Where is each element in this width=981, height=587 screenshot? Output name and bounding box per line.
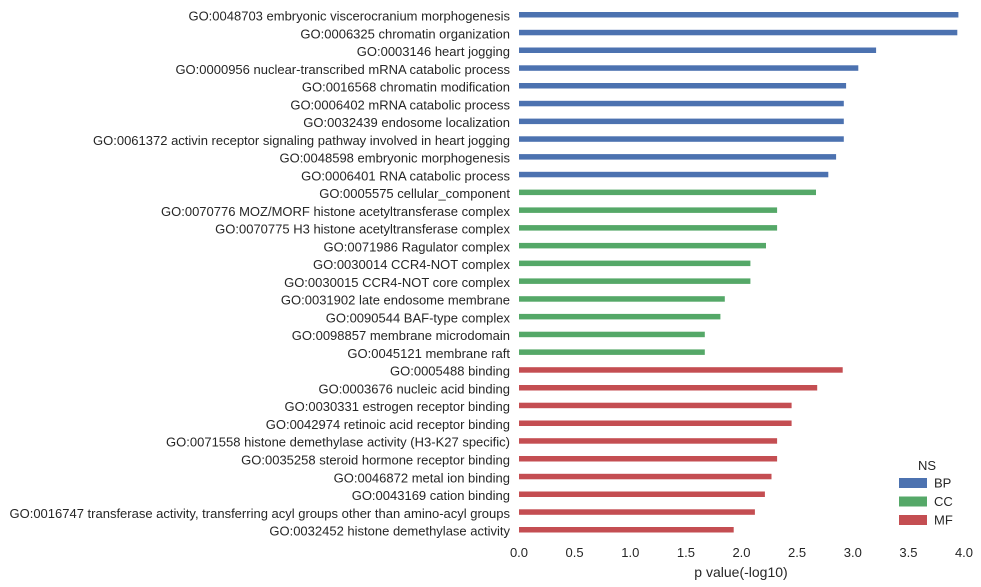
bar-bp: [519, 154, 837, 160]
y-tick-label: GO:0042974 retinoic acid receptor bindin…: [266, 417, 510, 432]
y-tick-label: GO:0098857 membrane microdomain: [292, 328, 510, 343]
bar-bp: [519, 171, 829, 178]
x-tick-label: 1.0: [621, 545, 639, 560]
bar-mf: [519, 456, 778, 462]
bar-bp: [519, 100, 844, 107]
y-tick-label: GO:0006325 chromatin organization: [300, 26, 510, 41]
bar-mf: [519, 491, 765, 497]
y-tick-label: GO:0048598 embryonic morphogenesis: [279, 151, 510, 166]
y-tick-label: GO:0003146 heart jogging: [357, 44, 510, 59]
y-tick-label: GO:0043169 cation binding: [352, 488, 510, 503]
legend-title: NS: [918, 458, 936, 473]
y-tick-label: GO:0006401 RNA catabolic process: [301, 168, 510, 183]
bar-bp: [519, 47, 877, 53]
bar-bp: [519, 65, 859, 71]
x-axis-label: p value(-log10): [694, 564, 787, 580]
bar-mf: [519, 527, 734, 533]
bar-cc: [519, 313, 721, 320]
legend-label-cc: CC: [934, 494, 953, 509]
y-tick-label: GO:0031902 late endosome membrane: [281, 293, 510, 308]
y-tick-label: GO:0005575 cellular_component: [319, 186, 510, 201]
legend-label-bp: BP: [934, 476, 951, 491]
bar-mf: [519, 385, 818, 391]
bar-bp: [519, 83, 847, 89]
y-tick-label: GO:0032439 endosome localization: [303, 115, 510, 130]
bar-cc: [519, 278, 751, 284]
y-tick-labels: GO:0048703 embryonic viscerocranium morp…: [9, 9, 510, 539]
y-tick-label: GO:0000956 nuclear-transcribed mRNA cata…: [175, 62, 510, 77]
legend-swatch-bp: [899, 478, 927, 488]
bar-cc: [519, 260, 751, 267]
bar-bp: [519, 12, 959, 18]
y-tick-label: GO:0061372 activin receptor signaling pa…: [93, 133, 510, 148]
y-tick-label: GO:0046872 metal ion binding: [334, 470, 510, 485]
y-tick-label: GO:0016747 transferase activity, transfe…: [9, 506, 510, 521]
legend: NS BP CC MF: [899, 458, 953, 528]
bars-layer: [519, 12, 959, 533]
bar-cc: [519, 189, 816, 196]
y-tick-label: GO:0005488 binding: [390, 364, 510, 379]
x-tick-label: 0.5: [566, 545, 584, 560]
y-tick-label: GO:0048703 embryonic viscerocranium morp…: [188, 9, 510, 24]
bar-mf: [519, 438, 778, 444]
x-tick-label: 2.5: [788, 545, 806, 560]
bar-bp: [519, 118, 844, 125]
bar-mf: [519, 509, 755, 515]
bar-bp: [519, 29, 958, 36]
x-tick-label: 3.5: [899, 545, 917, 560]
x-tick-labels: 0.0 0.5 1.0 1.5 2.0 2.5 3.0 3.5 4.0: [510, 545, 973, 560]
y-tick-label: GO:0070775 H3 histone acetyltransferase …: [215, 222, 510, 237]
y-tick-label: GO:0032452 histone demethylase activity: [269, 524, 510, 539]
y-tick-label: GO:0030015 CCR4-NOT core complex: [284, 275, 510, 290]
bar-cc: [519, 331, 705, 338]
x-tick-label: 3.0: [844, 545, 862, 560]
bar-mf: [519, 473, 772, 480]
bar-mf: [519, 402, 792, 409]
bar-cc: [519, 296, 725, 302]
x-tick-label: 4.0: [955, 545, 973, 560]
y-tick-label: GO:0045121 membrane raft: [347, 346, 510, 361]
bar-cc: [519, 207, 778, 213]
x-tick-label: 1.5: [677, 545, 695, 560]
bar-cc: [519, 349, 705, 355]
y-tick-label: GO:0070776 MOZ/MORF histone acetyltransf…: [161, 204, 510, 219]
y-tick-label: GO:0071986 Ragulator complex: [324, 239, 511, 254]
bar-mf: [519, 420, 792, 426]
y-tick-label: GO:0016568 chromatin modification: [302, 80, 510, 95]
y-tick-label: GO:0030331 estrogen receptor binding: [285, 399, 511, 414]
bar-bp: [519, 136, 844, 142]
y-tick-label: GO:0071558 histone demethylase activity …: [166, 435, 510, 450]
y-tick-label: GO:0090544 BAF-type complex: [326, 310, 511, 325]
legend-entries: BP CC MF: [899, 476, 953, 528]
legend-swatch-cc: [899, 496, 927, 507]
bar-cc: [519, 225, 778, 231]
legend-label-mf: MF: [934, 513, 953, 528]
y-tick-label: GO:0035258 steroid hormone receptor bind…: [241, 453, 510, 468]
y-tick-label: GO:0030014 CCR4-NOT complex: [313, 257, 511, 272]
y-tick-label: GO:0006402 mRNA catabolic process: [290, 97, 510, 112]
x-tick-label: 2.0: [732, 545, 750, 560]
bar-mf: [519, 367, 843, 373]
x-tick-label: 0.0: [510, 545, 528, 560]
y-tick-label: GO:0003676 nucleic acid binding: [318, 382, 510, 397]
bar-cc: [519, 242, 766, 249]
legend-swatch-mf: [899, 515, 927, 525]
